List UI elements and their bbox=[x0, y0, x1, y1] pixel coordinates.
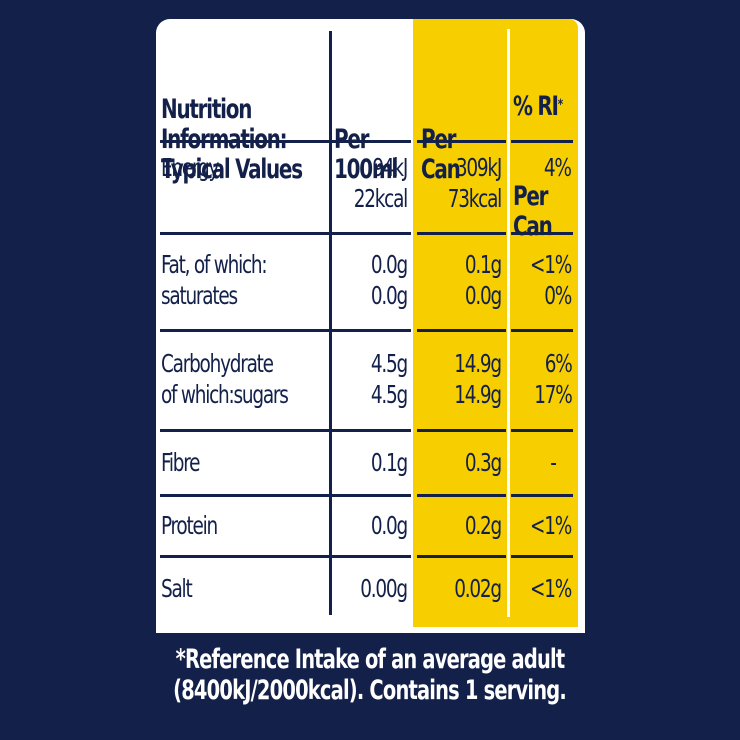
row-protein-percan: 0.2g bbox=[464, 511, 502, 540]
column-divider-per100 bbox=[329, 31, 332, 615]
row-fibre-label: Fibre bbox=[161, 448, 201, 477]
header-nutrition-info: Nutrition Information: Typical Values bbox=[161, 94, 303, 185]
header-ri-per-can: % RI* Per Can bbox=[513, 91, 563, 242]
row-fat-per100: 0.0g 0.0g bbox=[370, 250, 408, 310]
row-salt-per100: 0.00g bbox=[360, 574, 408, 603]
row-salt-ri: <1% bbox=[529, 574, 572, 603]
row-energy-ri: 4% bbox=[544, 153, 572, 182]
column-divider-ri bbox=[507, 29, 510, 617]
row-carbohydrate-ri: 6% 17% bbox=[533, 349, 573, 409]
header-per-100ml: Per 100ml bbox=[334, 124, 398, 185]
row-fat-percan: 0.1g 0.0g bbox=[464, 250, 502, 310]
row-carbohydrate-label: Carbohydrate of which:sugars bbox=[161, 349, 289, 409]
row-protein-per100: 0.0g bbox=[370, 511, 408, 540]
row-salt-label: Salt bbox=[161, 574, 193, 603]
row-carbohydrate-per100: 4.5g 4.5g bbox=[370, 349, 408, 409]
row-carbohydrate-percan: 14.9g 14.9g bbox=[454, 349, 502, 409]
row-energy-per100: 94kJ 22kcal bbox=[353, 153, 409, 213]
row-energy-percan: 309kJ 73kcal bbox=[447, 153, 503, 213]
row-protein-label: Protein bbox=[161, 511, 218, 540]
row-fat-label: Fat, of which: saturates bbox=[161, 250, 268, 310]
header-per-can: Per Can bbox=[421, 124, 461, 185]
footer-reference-note: *Reference Intake of an average adult (8… bbox=[173, 644, 568, 706]
row-fibre-per100: 0.1g bbox=[370, 448, 408, 477]
per-can-highlight bbox=[413, 19, 578, 627]
nutrition-table: Nutrition Information: Typical Values Per 1… bbox=[156, 19, 585, 633]
row-energy-label: Energy bbox=[161, 153, 219, 182]
row-fat-ri: <1% 0% bbox=[529, 250, 572, 310]
row-salt-percan: 0.02g bbox=[454, 574, 502, 603]
row-fibre-percan: 0.3g bbox=[464, 448, 502, 477]
row-protein-ri: <1% bbox=[529, 511, 572, 540]
row-fibre-ri: - bbox=[550, 448, 558, 477]
